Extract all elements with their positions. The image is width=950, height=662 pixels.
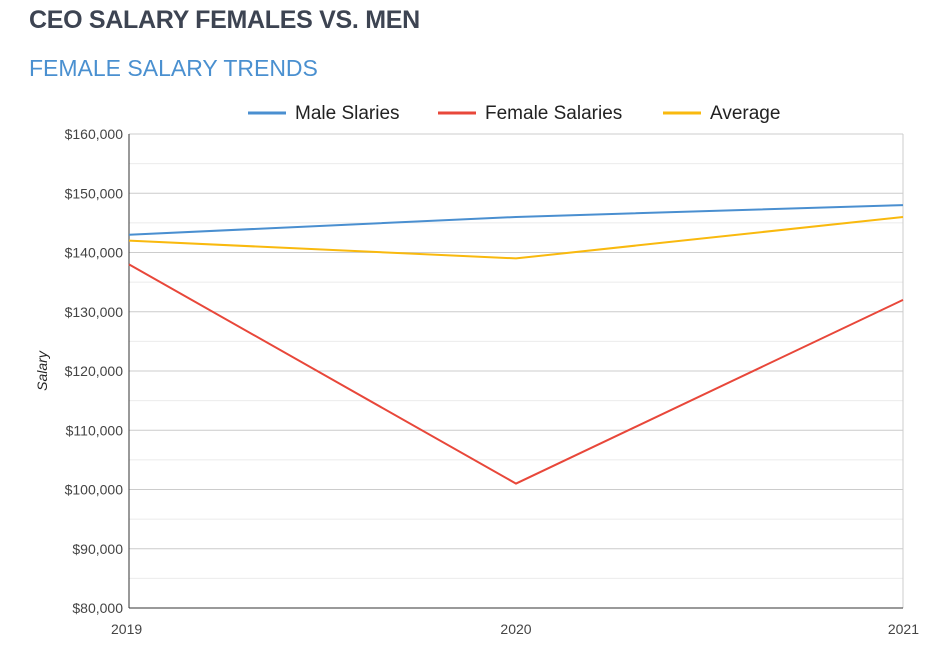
legend-label: Female Salaries [485, 103, 622, 124]
legend-label: Male Slaries [295, 103, 400, 124]
y-tick-label: $90,000 [72, 541, 123, 557]
series-line-female-salaries [128, 263, 904, 485]
series-line-average [128, 215, 904, 260]
y-tick-label: $110,000 [66, 422, 124, 438]
y-axis-title: Salary [34, 350, 50, 391]
y-tick-label: $120,000 [65, 363, 124, 379]
x-tick-label: 2021 [888, 621, 919, 637]
series-line-male-slaries [128, 204, 904, 236]
x-tick-label: 2019 [111, 621, 142, 637]
page-title: CEO SALARY FEMALES VS. MEN [29, 6, 420, 34]
legend-label: Average [710, 103, 780, 124]
chart-subtitle: FEMALE SALARY TRENDS [29, 55, 318, 81]
y-tick-label: $150,000 [65, 185, 124, 201]
x-tick-label: 2020 [500, 621, 531, 637]
y-tick-label: $140,000 [65, 245, 124, 261]
y-tick-label: $100,000 [65, 482, 124, 498]
y-tick-label: $80,000 [72, 600, 123, 616]
y-tick-label: $160,000 [65, 126, 124, 142]
y-tick-label: $130,000 [65, 304, 124, 320]
